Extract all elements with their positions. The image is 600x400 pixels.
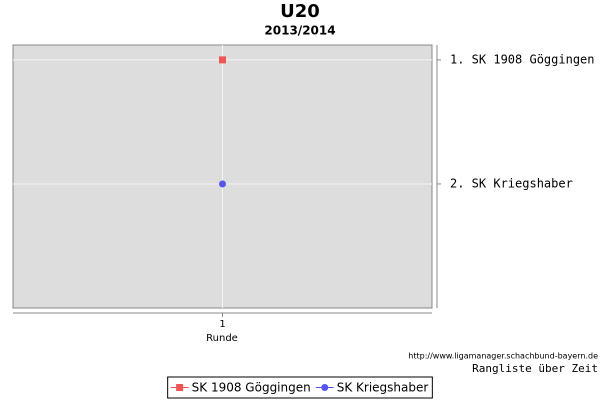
legend-label: SK 1908 Göggingen <box>192 381 311 395</box>
chart-title: U20 <box>280 1 320 22</box>
legend <box>167 376 433 399</box>
legend-marker <box>176 384 184 391</box>
caption: Rangliste über Zeit <box>472 362 598 375</box>
chart-subtitle: 2013/2014 <box>264 24 335 38</box>
data-point <box>219 180 226 188</box>
source: http://www.ligamanager.schachbund-bayern… <box>408 352 598 361</box>
y-tick-label: 1. SK 1908 Göggingen <box>450 52 595 66</box>
legend-label: SK Kriegshaber <box>337 381 429 395</box>
data-point <box>219 56 226 64</box>
legend-marker <box>321 384 329 391</box>
x-tick-label: 1 <box>219 319 225 330</box>
x-axis-label: Runde <box>206 333 238 344</box>
y-tick-label: 2. SK Kriegshaber <box>450 176 573 190</box>
